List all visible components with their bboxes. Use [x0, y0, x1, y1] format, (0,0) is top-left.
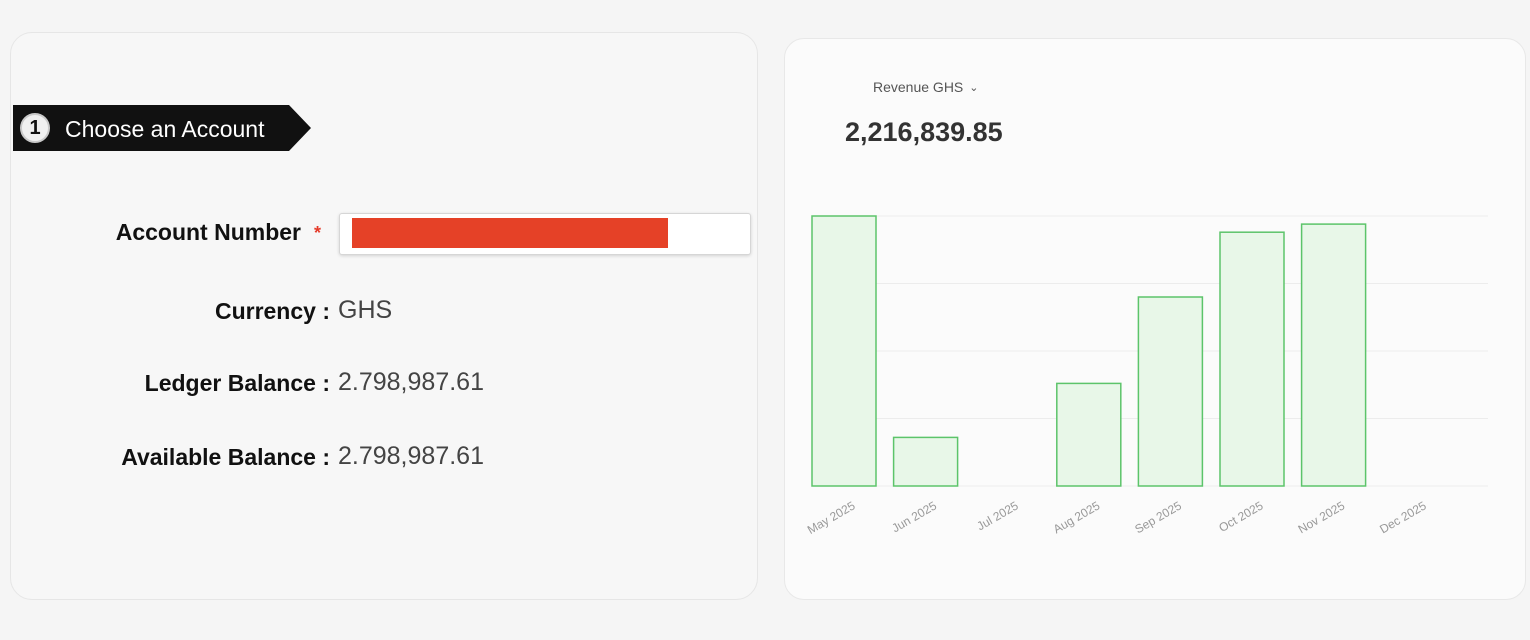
revenue-panel: Revenue GHS ⌄ 2,216,839.85 May 2025 Jun 2…: [784, 38, 1526, 600]
step-number-badge: 1: [20, 113, 50, 143]
available-balance-label: Available Balance :: [121, 444, 330, 470]
x-tick-label: May 2025: [805, 498, 858, 537]
x-tick-label: Oct 2025: [1216, 498, 1265, 535]
step-banner: 1 Choose an Account: [13, 105, 311, 151]
bar-jun-2025[interactable]: [892, 436, 959, 487]
bar-oct-2025[interactable]: [1219, 231, 1285, 487]
currency-value: GHS: [338, 296, 393, 324]
revenue-bar-chart: May 2025 Jun 2025 Jul 2025 Aug 2025 Sep 2025…: [805, 215, 1488, 537]
revenue-selector-label: Revenue GHS: [873, 79, 964, 95]
x-tick-label: Jul 2025: [974, 498, 1021, 533]
available-balance-value: 2.798,987.61: [338, 442, 484, 470]
x-tick-label: Jun 2025: [889, 498, 939, 535]
bar-nov-2025[interactable]: [1300, 223, 1367, 487]
account-number-field[interactable]: [339, 213, 751, 255]
x-tick-label: Aug 2025: [1051, 498, 1103, 536]
bar-aug-2025[interactable]: [1056, 382, 1122, 487]
x-tick-label: Sep 2025: [1132, 498, 1184, 536]
account-number-label: Account Number: [115, 219, 301, 245]
ledger-balance-label: Ledger Balance :: [144, 370, 330, 396]
x-tick-label: Dec 2025: [1377, 498, 1429, 536]
revenue-total: 2,216,839.85: [845, 117, 1003, 147]
account-number-redaction: [352, 218, 668, 248]
revenue-currency-dropdown[interactable]: Revenue GHS ⌄: [873, 79, 979, 95]
bar-sep-2025[interactable]: [1137, 296, 1204, 487]
step-title: Choose an Account: [65, 116, 265, 142]
chevron-down-icon: ⌄: [969, 81, 979, 94]
ledger-balance-value: 2.798,987.61: [338, 368, 484, 396]
bar-may-2025[interactable]: [811, 215, 877, 487]
x-tick-label: Nov 2025: [1296, 498, 1348, 536]
currency-label: Currency :: [214, 298, 330, 324]
account-panel: 1 Choose an Account Account Number * Cur…: [10, 32, 758, 600]
required-mark: *: [314, 223, 322, 243]
